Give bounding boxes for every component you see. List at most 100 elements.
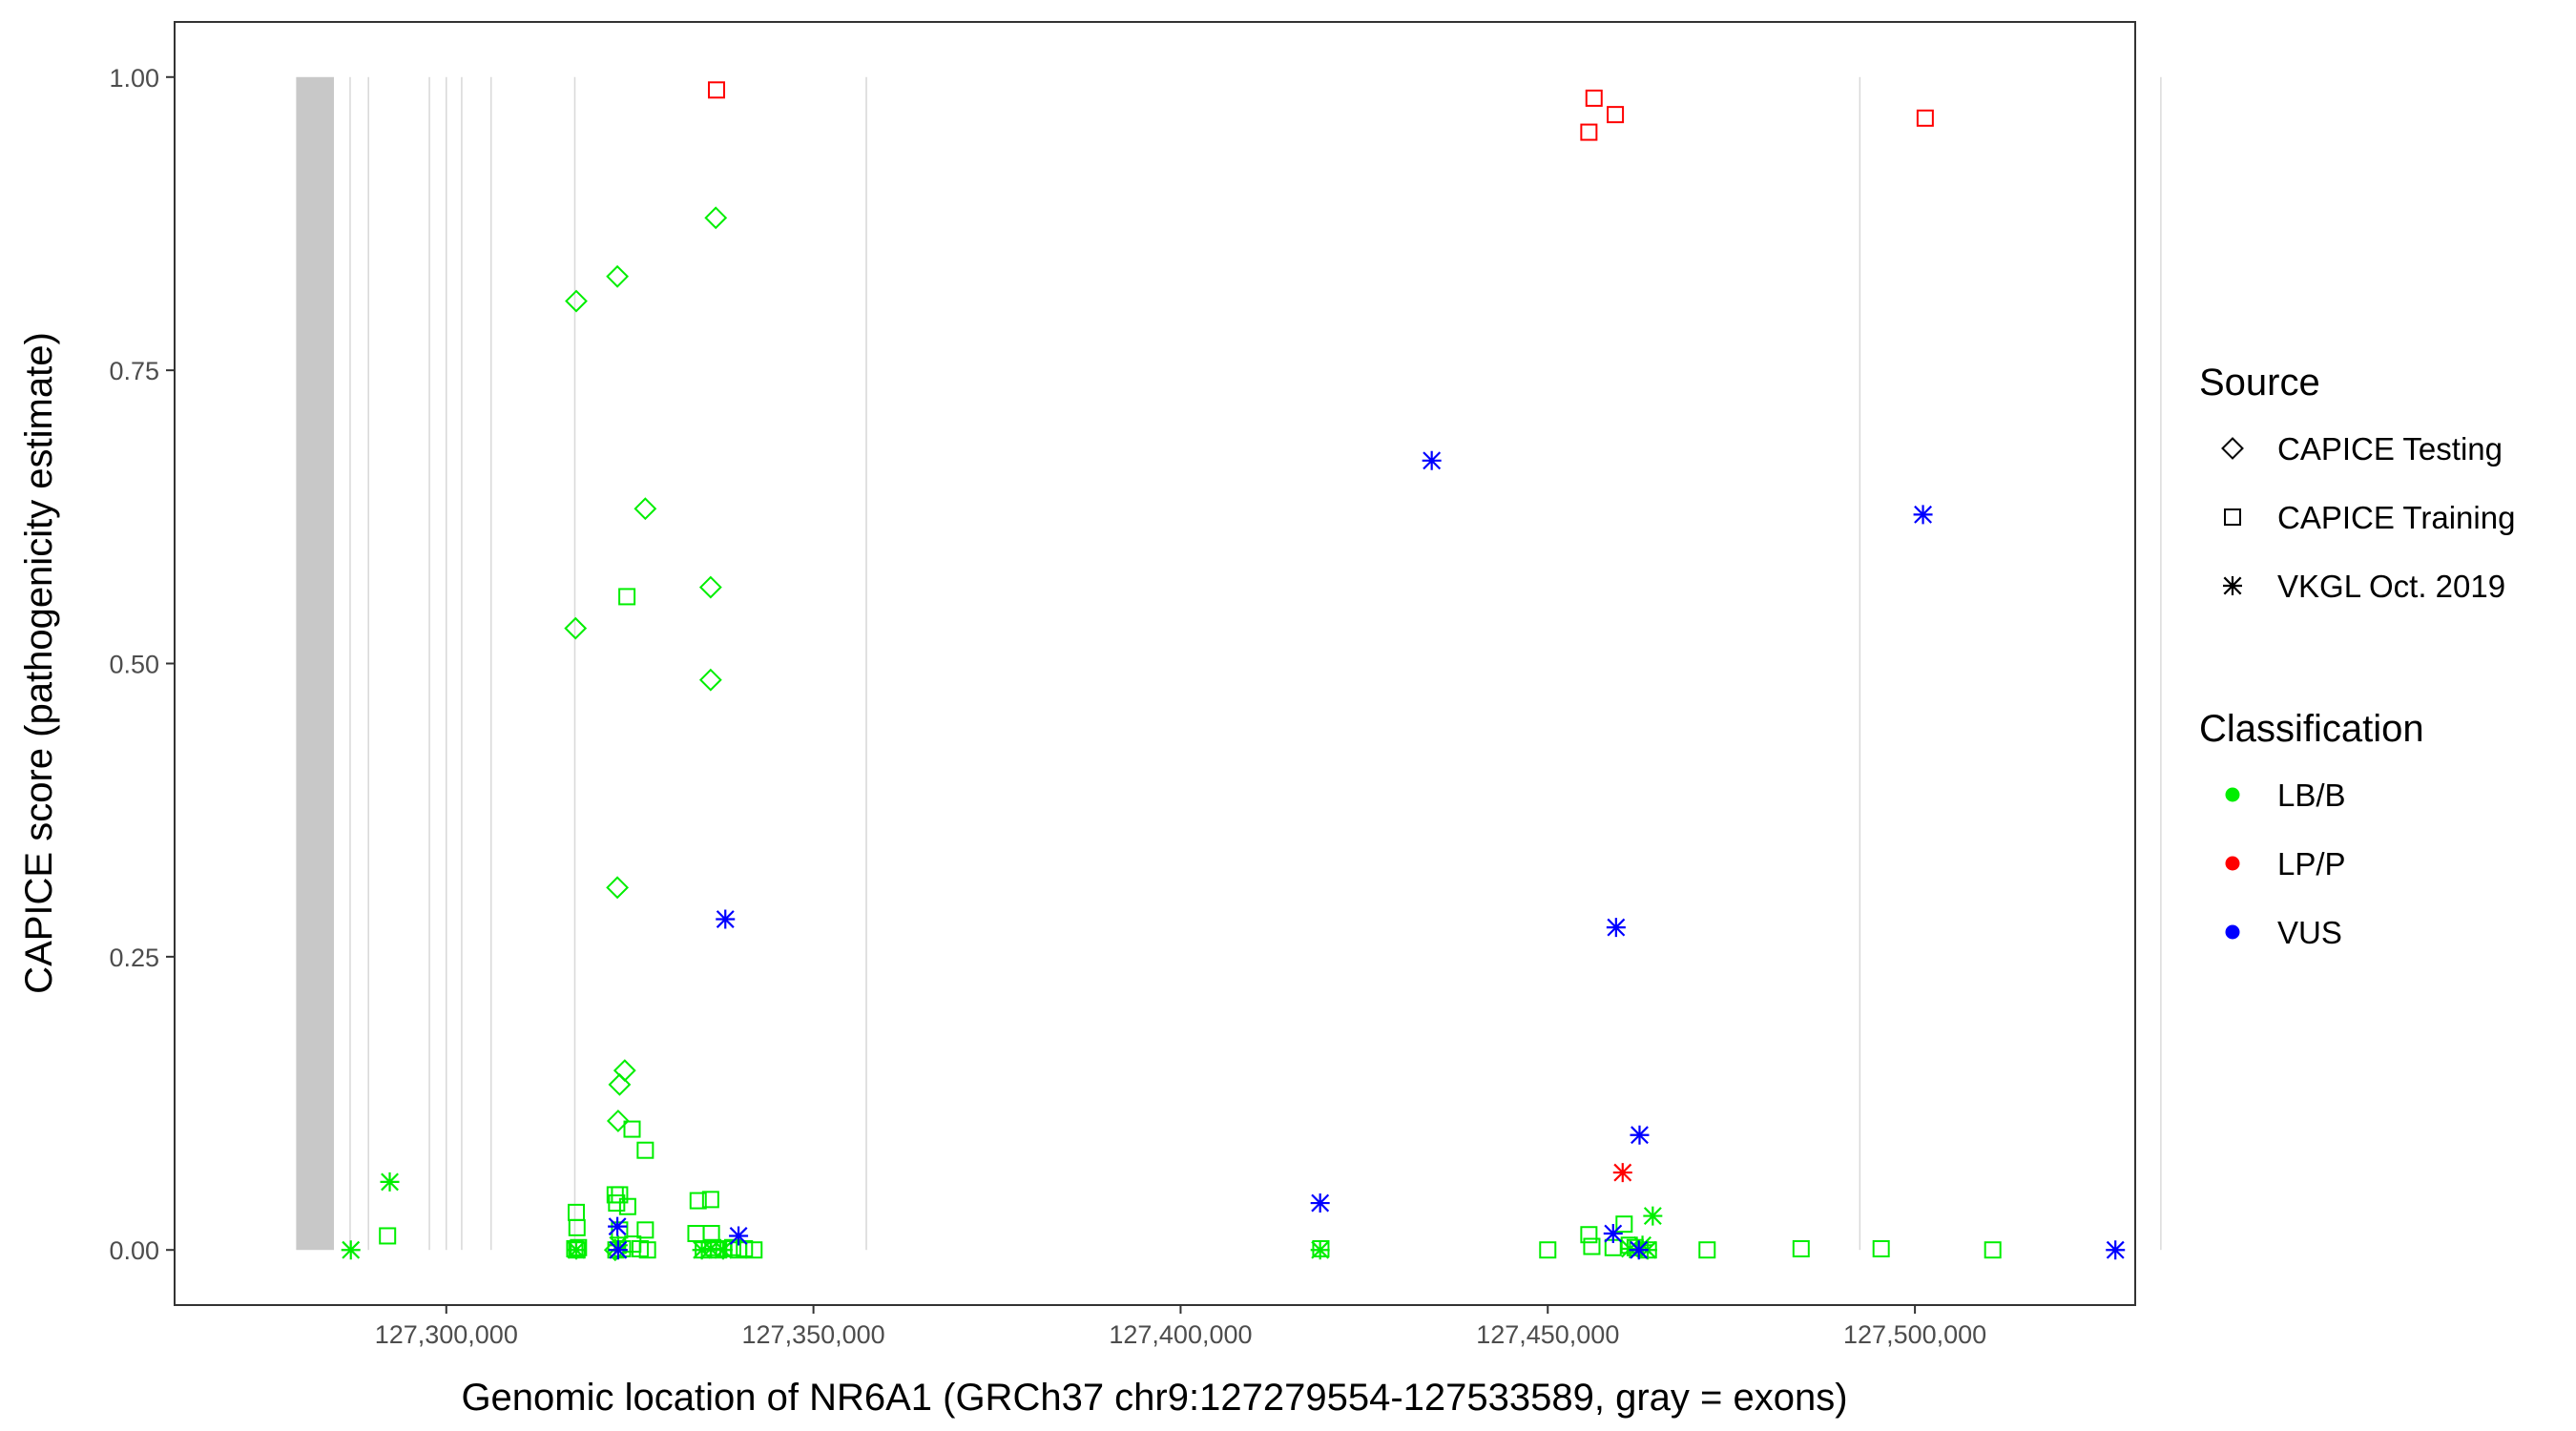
data-point: [1580, 123, 1598, 141]
x-tick-label: 127,300,000: [375, 1320, 518, 1349]
legend-key: [2225, 856, 2240, 871]
data-point: [1603, 1224, 1623, 1243]
legend-label: VKGL Oct. 2019: [2277, 569, 2505, 604]
data-point: [1539, 1241, 1557, 1259]
y-tick-label: 0.00: [109, 1236, 159, 1265]
exon-band: [428, 76, 430, 1251]
x-tick-label: 127,350,000: [742, 1320, 885, 1349]
data-point: [1612, 1163, 1632, 1183]
x-tick-label: 127,400,000: [1109, 1320, 1252, 1349]
y-tick-label: 0.25: [109, 944, 159, 972]
data-point: [380, 1172, 400, 1192]
data-point: [692, 1240, 712, 1260]
data-point: [698, 668, 722, 692]
data-points: [341, 81, 2126, 1262]
data-point: [608, 1194, 626, 1213]
data-point: [704, 206, 728, 230]
legend-label: CAPICE Training: [2277, 500, 2515, 535]
data-point: [1916, 109, 1934, 127]
exon-band: [349, 76, 351, 1251]
data-point: [701, 1191, 719, 1209]
legend-label: VUS: [2277, 915, 2342, 950]
data-point: [1630, 1125, 1650, 1145]
exon-band: [461, 76, 463, 1251]
data-point: [565, 289, 588, 313]
data-point: [713, 1240, 733, 1260]
data-point: [1310, 1193, 1330, 1213]
data-point: [689, 1192, 707, 1210]
data-point: [729, 1226, 749, 1246]
data-point: [700, 1238, 720, 1258]
y-axis: 0.00 0.25 0.50 0.75 1.00: [109, 64, 175, 1265]
data-point: [606, 876, 630, 900]
legend-title: Classification: [2199, 708, 2424, 750]
data-point: [608, 1216, 628, 1236]
data-point: [1792, 1239, 1810, 1257]
data-point: [618, 1197, 636, 1215]
legend-title: Source: [2199, 362, 2320, 404]
data-point: [1583, 1237, 1601, 1255]
exon-bands: [296, 76, 2162, 1251]
data-point: [1422, 450, 1442, 470]
y-axis-title: CAPICE score (pathogenicity estimate): [18, 332, 60, 994]
legend-key: [2224, 508, 2241, 526]
legend-key: [2223, 576, 2242, 595]
data-point: [1643, 1206, 1663, 1226]
legend-label: LB/B: [2277, 778, 2346, 813]
data-point: [1580, 1226, 1598, 1244]
data-point: [608, 1240, 628, 1260]
data-point: [608, 1072, 632, 1096]
data-point: [1872, 1239, 1890, 1257]
data-point: [2106, 1240, 2126, 1260]
exon-band: [367, 76, 369, 1251]
x-axis: 127,300,000 127,350,000 127,400,000 127,450…: [375, 1305, 1986, 1349]
legend-label: LP/P: [2277, 846, 2346, 881]
y-tick-label: 0.50: [109, 651, 159, 679]
data-point: [636, 1221, 654, 1239]
data-point: [566, 1239, 584, 1257]
exon-band: [573, 76, 576, 1251]
data-point: [341, 1240, 361, 1260]
data-point: [623, 1120, 641, 1138]
data-point: [1620, 1238, 1640, 1258]
data-point: [698, 575, 722, 599]
x-tick-label: 127,450,000: [1476, 1320, 1619, 1349]
data-point: [708, 81, 726, 99]
data-point: [1698, 1241, 1716, 1259]
data-point: [634, 497, 657, 521]
data-point: [618, 588, 636, 606]
data-point: [567, 1240, 587, 1260]
exon-band: [2160, 76, 2162, 1251]
data-point: [568, 1218, 586, 1236]
data-point: [611, 1221, 629, 1239]
legend-label: CAPICE Testing: [2277, 431, 2503, 467]
legend-key: [2221, 437, 2244, 460]
legend: Source CAPICE Testing CAPICE Training VKGL …: [2199, 362, 2515, 950]
data-point: [1984, 1241, 2002, 1259]
exon-band: [489, 76, 492, 1251]
x-tick-label: 127,500,000: [1843, 1320, 1986, 1349]
data-point: [564, 616, 588, 640]
data-point: [1913, 505, 1933, 525]
data-point: [1615, 1215, 1633, 1234]
data-point: [570, 1238, 588, 1256]
exon-band: [446, 76, 447, 1251]
y-tick-label: 1.00: [109, 64, 159, 93]
data-point: [1607, 106, 1625, 124]
data-point: [745, 1241, 763, 1259]
exon-band: [865, 76, 867, 1251]
y-tick-label: 0.75: [109, 357, 159, 385]
legend-key: [2225, 924, 2240, 940]
data-point: [716, 909, 736, 929]
data-point: [636, 1141, 654, 1159]
data-point: [1629, 1240, 1649, 1260]
data-point: [1606, 918, 1626, 938]
legend-key: [2225, 787, 2240, 802]
data-point: [606, 1110, 630, 1132]
data-point: [379, 1227, 397, 1245]
exon-band: [1859, 76, 1861, 1251]
exon-band: [296, 76, 335, 1251]
data-point: [1310, 1240, 1330, 1260]
